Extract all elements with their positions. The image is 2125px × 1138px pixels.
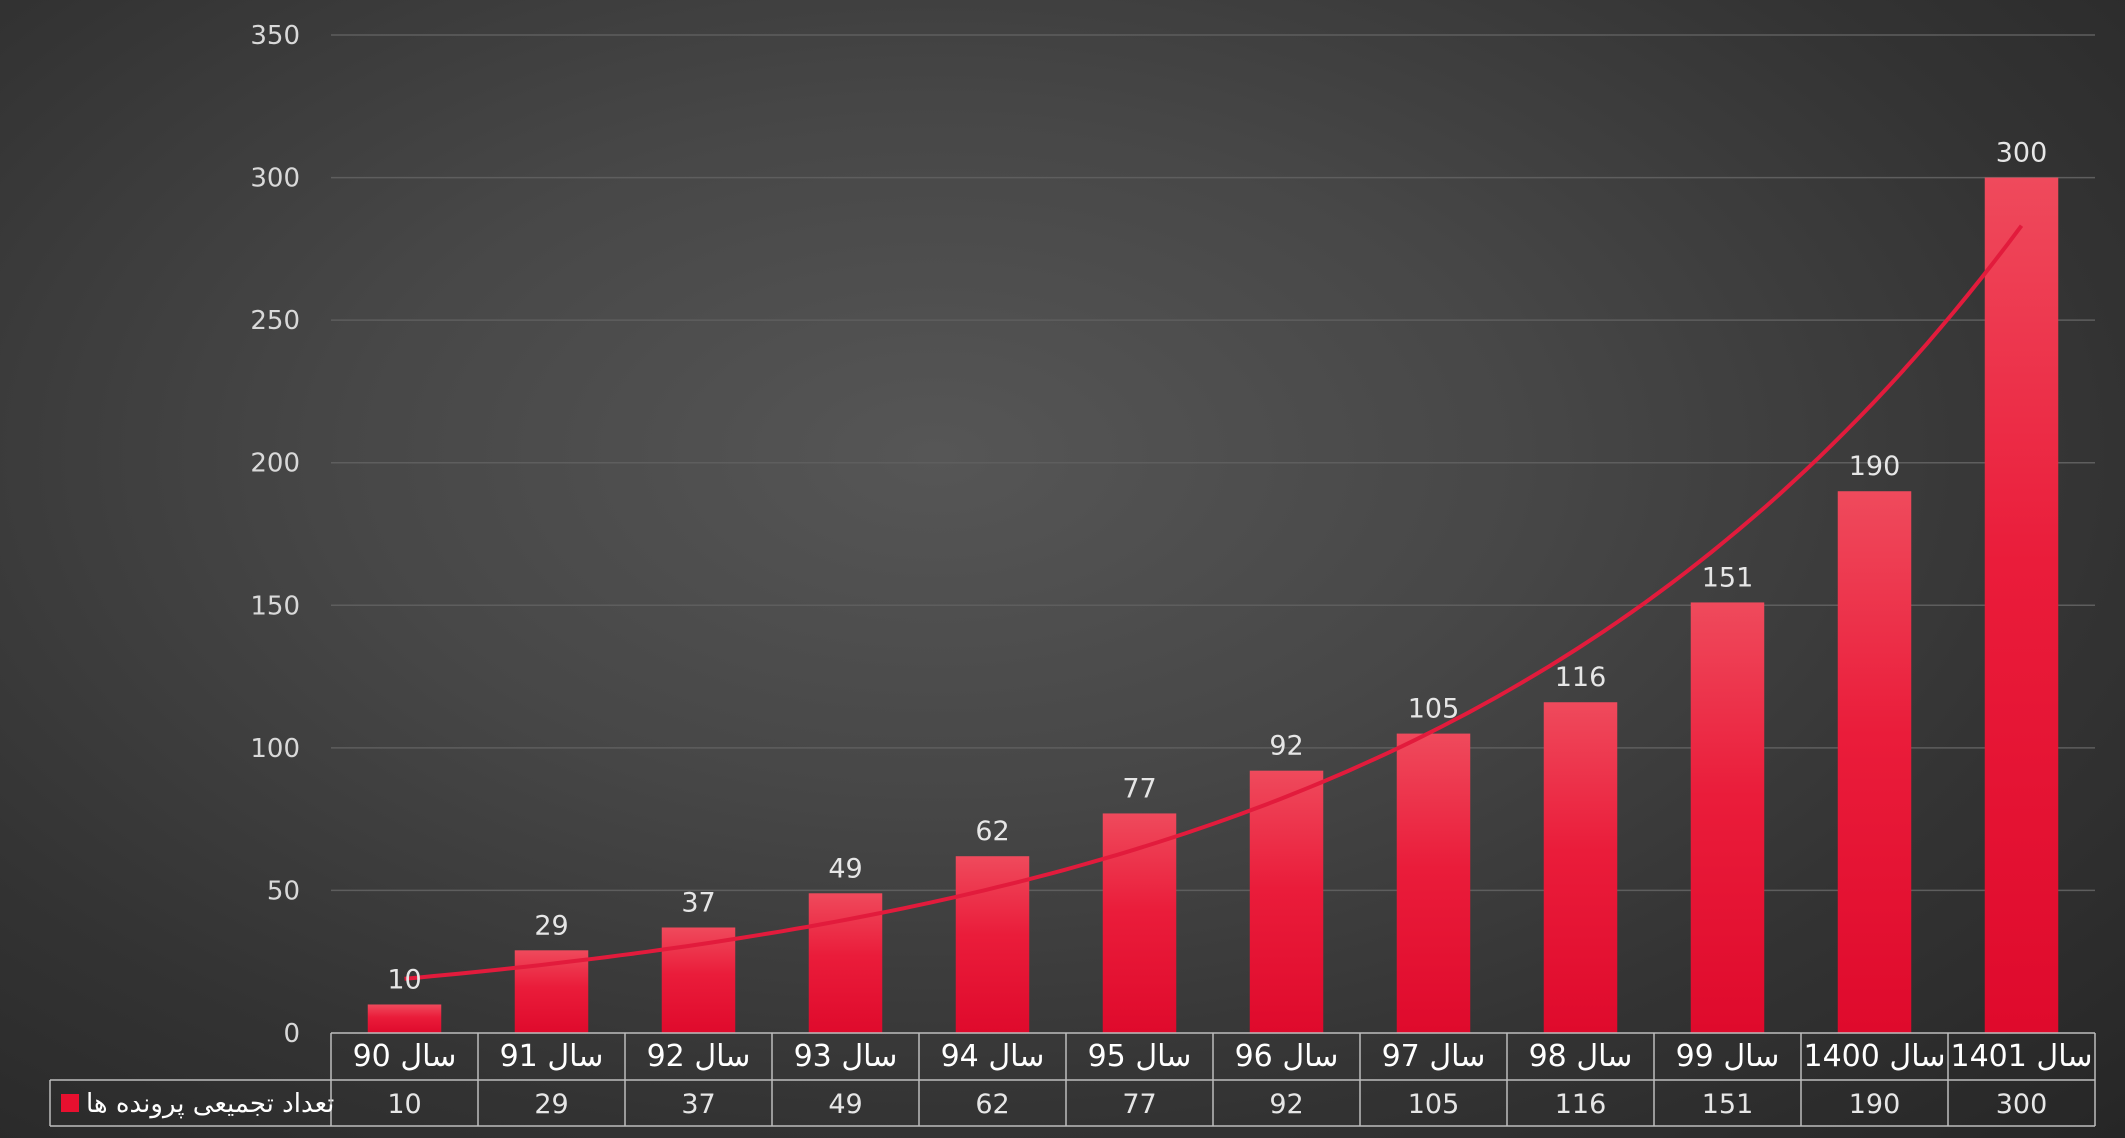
table-value-cell: 105 — [1408, 1089, 1460, 1120]
x-category-label: سال 1400 — [1804, 1039, 1946, 1074]
bar — [1837, 491, 1912, 1033]
data-label: 37 — [681, 887, 715, 918]
bar — [1396, 733, 1471, 1033]
data-label: 190 — [1849, 451, 1901, 482]
table-value-cell: 29 — [534, 1089, 568, 1120]
y-tick-label: 350 — [250, 21, 300, 51]
data-label: 105 — [1408, 694, 1460, 725]
x-category-label: سال 91 — [500, 1039, 604, 1074]
bar — [955, 856, 1030, 1033]
data-label: 151 — [1702, 562, 1754, 593]
data-label: 62 — [975, 816, 1009, 847]
x-category-label: سال 98 — [1529, 1039, 1633, 1074]
y-tick-label: 250 — [250, 306, 300, 336]
table-value-cell: 49 — [828, 1089, 862, 1120]
y-tick-label: 100 — [250, 734, 300, 764]
data-label: 29 — [534, 910, 568, 941]
table-value-cell: 151 — [1702, 1089, 1754, 1120]
table-value-cell: 300 — [1996, 1089, 2048, 1120]
table-value-cell: 10 — [387, 1089, 421, 1120]
data-label: 77 — [1122, 773, 1156, 804]
table-value-cell: 77 — [1122, 1089, 1156, 1120]
data-label: 116 — [1555, 662, 1607, 693]
x-category-label: سال 99 — [1676, 1039, 1780, 1074]
x-category-label: سال 92 — [647, 1039, 751, 1074]
table-value-cell: 116 — [1555, 1089, 1607, 1120]
y-tick-label: 300 — [250, 164, 300, 194]
y-tick-label: 150 — [250, 591, 300, 621]
gridlines — [331, 34, 2095, 892]
y-tick-label: 0 — [283, 1019, 300, 1049]
y-axis: 0 50 100 150 200 250 300 350 — [250, 21, 300, 1049]
x-category-label: سال 94 — [941, 1039, 1045, 1074]
table-value-cell: 92 — [1269, 1089, 1303, 1120]
bar — [1690, 602, 1765, 1033]
y-tick-label: 50 — [267, 876, 300, 906]
x-category-label: سال 95 — [1088, 1039, 1192, 1074]
data-label: 10 — [387, 964, 421, 995]
table-value-cell: 190 — [1849, 1089, 1901, 1120]
x-category-label: سال 93 — [794, 1039, 898, 1074]
data-label: 92 — [1269, 731, 1303, 762]
legend-swatch — [61, 1094, 79, 1112]
y-tick-label: 200 — [250, 449, 300, 479]
bar — [1984, 177, 2059, 1034]
table-value-cell: 62 — [975, 1089, 1009, 1120]
data-label: 300 — [1996, 138, 2048, 169]
x-category-label: سال 90 — [353, 1039, 457, 1074]
trendline — [404, 224, 2024, 981]
bar — [367, 1004, 442, 1033]
x-category-label: سال 96 — [1235, 1039, 1339, 1074]
data-label: 49 — [828, 853, 862, 884]
trendline-path — [404, 224, 2024, 981]
data-table: سال 90 10 سال 91 29 سال 92 37 سال 93 49 سال 94 62… — [49, 1032, 2096, 1127]
bar — [1249, 770, 1324, 1033]
bar — [1543, 702, 1618, 1033]
x-category-label: سال 97 — [1382, 1039, 1486, 1074]
x-category-label: سال 1401 — [1951, 1039, 2093, 1074]
legend-label: تعداد تجمیعی پرونده ها — [86, 1089, 334, 1119]
data-labels: 10 29 37 49 62 77 92 105 116 151 190 300 — [387, 138, 2047, 996]
table-value-cell: 37 — [681, 1089, 715, 1120]
